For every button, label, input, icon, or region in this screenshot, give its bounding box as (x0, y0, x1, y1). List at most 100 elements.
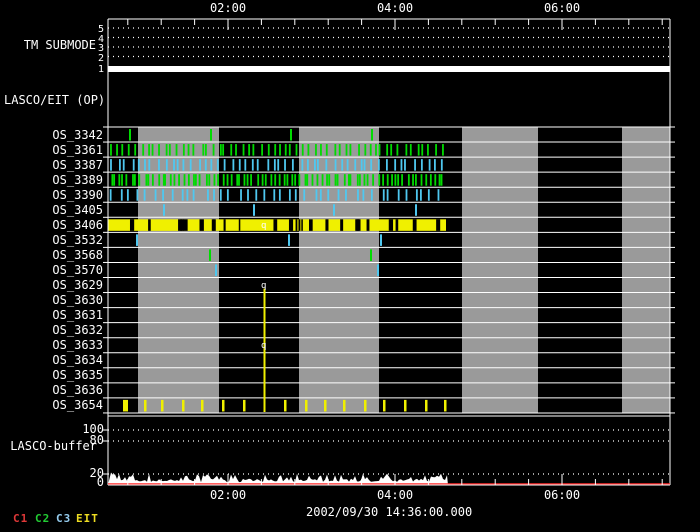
event-bar-gap (223, 219, 226, 231)
event-tick (143, 189, 146, 201)
event-tick (279, 144, 281, 156)
event-tick (175, 144, 178, 156)
event-tick (386, 174, 389, 186)
tm-y-label: 5 (97, 24, 104, 35)
event-bar-gap (395, 219, 399, 231)
event-tick (420, 159, 423, 171)
gray-band (622, 127, 670, 413)
event-tick (400, 159, 403, 171)
event-tick (226, 174, 229, 186)
event-tick (210, 129, 212, 141)
event-bar-gap (199, 219, 204, 231)
event-tick (349, 144, 352, 156)
event-tick (208, 174, 211, 186)
event-tick (145, 174, 148, 186)
event-tick (252, 144, 255, 156)
event-tick (333, 204, 335, 216)
event-tick (251, 159, 254, 171)
event-tick (187, 174, 190, 186)
event-marker-q: q (261, 221, 266, 231)
event-tick (222, 399, 225, 412)
event-tick (194, 174, 197, 186)
event-tick (161, 399, 164, 412)
event-tick (267, 159, 270, 171)
event-tick (148, 144, 150, 156)
event-tick (405, 144, 408, 156)
event-tick (148, 159, 151, 171)
event-tick (217, 174, 219, 186)
event-tick (343, 174, 346, 186)
event-tick (213, 174, 216, 186)
event-tick (407, 174, 410, 186)
event-tick (277, 159, 280, 171)
legend-item-c2: C2 (35, 512, 51, 525)
event-tick (394, 159, 397, 171)
event-tick (316, 159, 319, 171)
time-label-bottom: 02:00 (209, 488, 247, 502)
event-tick (336, 174, 339, 186)
row-label-os_3570: OS_3570 (52, 262, 103, 277)
event-tick (385, 159, 388, 171)
event-tick (137, 159, 140, 171)
event-tick (247, 189, 249, 201)
time-label-bottom: 04:00 (376, 488, 414, 502)
event-tick (121, 144, 124, 156)
event-tick (378, 144, 381, 156)
event-tick (165, 144, 168, 156)
event-tick (110, 159, 112, 171)
event-bar-gap (129, 219, 135, 231)
event-tick (182, 159, 185, 171)
row-label-os_3635: OS_3635 (52, 368, 103, 383)
event-tick (230, 174, 233, 186)
event-tick (129, 129, 131, 141)
event-tick (404, 399, 407, 412)
event-tick (326, 174, 328, 186)
event-tick (380, 234, 382, 246)
event-bar-gap (355, 219, 360, 231)
event-tick (111, 174, 114, 186)
row-label-os_3361: OS_3361 (52, 142, 103, 157)
event-tick (240, 189, 242, 201)
event-tick (223, 159, 226, 171)
event-tick (232, 159, 235, 171)
event-tick (147, 174, 150, 186)
event-tick (378, 174, 381, 186)
event-tick (356, 174, 359, 186)
event-tick (412, 174, 414, 186)
event-tick (337, 189, 340, 201)
time-label-top: 06:00 (543, 1, 581, 15)
event-tick (433, 159, 436, 171)
event-bar-gap (340, 219, 344, 231)
event-tick (288, 144, 291, 156)
event-tick (202, 144, 205, 156)
row-label-os_3633: OS_3633 (52, 338, 103, 353)
timestamp-text: 2002/09/30 14:36:00.000 (306, 505, 473, 519)
row-label-os_3654: OS_3654 (52, 398, 103, 413)
event-tick (284, 399, 287, 412)
event-tick (238, 159, 241, 171)
event-tick (151, 174, 154, 186)
event-tick (417, 144, 420, 156)
event-tick (158, 174, 161, 186)
event-tick (362, 189, 365, 201)
event-tick (163, 204, 165, 216)
event-tick (427, 189, 430, 201)
event-tick (401, 174, 403, 186)
event-tick (444, 399, 447, 412)
event-tick (213, 189, 215, 201)
event-tick (390, 144, 393, 156)
event-tick (205, 174, 208, 186)
event-tick (168, 144, 171, 156)
event-tick (397, 174, 400, 186)
event-tick (263, 189, 266, 201)
event-tick (226, 189, 229, 201)
panel-label-lasco-buffer: LASCO-buffer (10, 439, 97, 453)
event-tick (343, 399, 346, 412)
event-tick (270, 174, 273, 186)
event-tick (383, 399, 386, 412)
event-tick (303, 189, 306, 201)
event-tick (354, 159, 357, 171)
event-tick (414, 159, 416, 171)
event-tick (118, 174, 121, 186)
event-tick (243, 399, 246, 412)
